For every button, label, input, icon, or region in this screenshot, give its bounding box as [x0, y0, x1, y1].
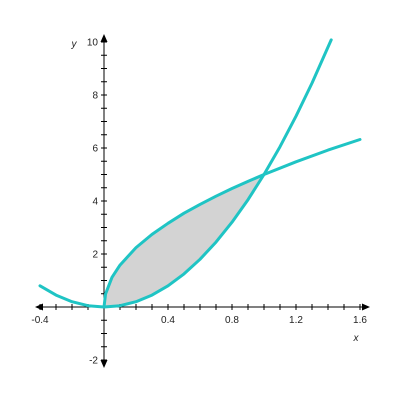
series-line-2: [102, 138, 362, 309]
y-tick-label: 8: [92, 91, 98, 102]
y-axis-arrow-bottom: [100, 360, 108, 368]
x-axis-label: x: [353, 333, 360, 344]
x-tick-label: 0.4: [161, 315, 175, 326]
series-line-1: [38, 38, 333, 309]
y-tick-label: -2: [89, 356, 98, 367]
x-tick-label: -0.4: [31, 315, 49, 326]
x-tick-label: 1.2: [289, 315, 303, 326]
y-tick-label: 6: [92, 144, 98, 155]
x-tick-label: 1.6: [353, 315, 367, 326]
y-tick-label: 4: [92, 197, 98, 208]
x-axis-arrow-right: [362, 303, 370, 311]
x-axis-arrow-left: [35, 303, 43, 311]
y-axis-arrow-top: [100, 34, 108, 42]
y-tick-label: 10: [87, 38, 99, 49]
shaded-region: [104, 174, 264, 307]
y-axis-label: y: [71, 39, 78, 50]
y-tick-label: 2: [92, 250, 98, 261]
x-tick-label: 0.8: [225, 315, 239, 326]
